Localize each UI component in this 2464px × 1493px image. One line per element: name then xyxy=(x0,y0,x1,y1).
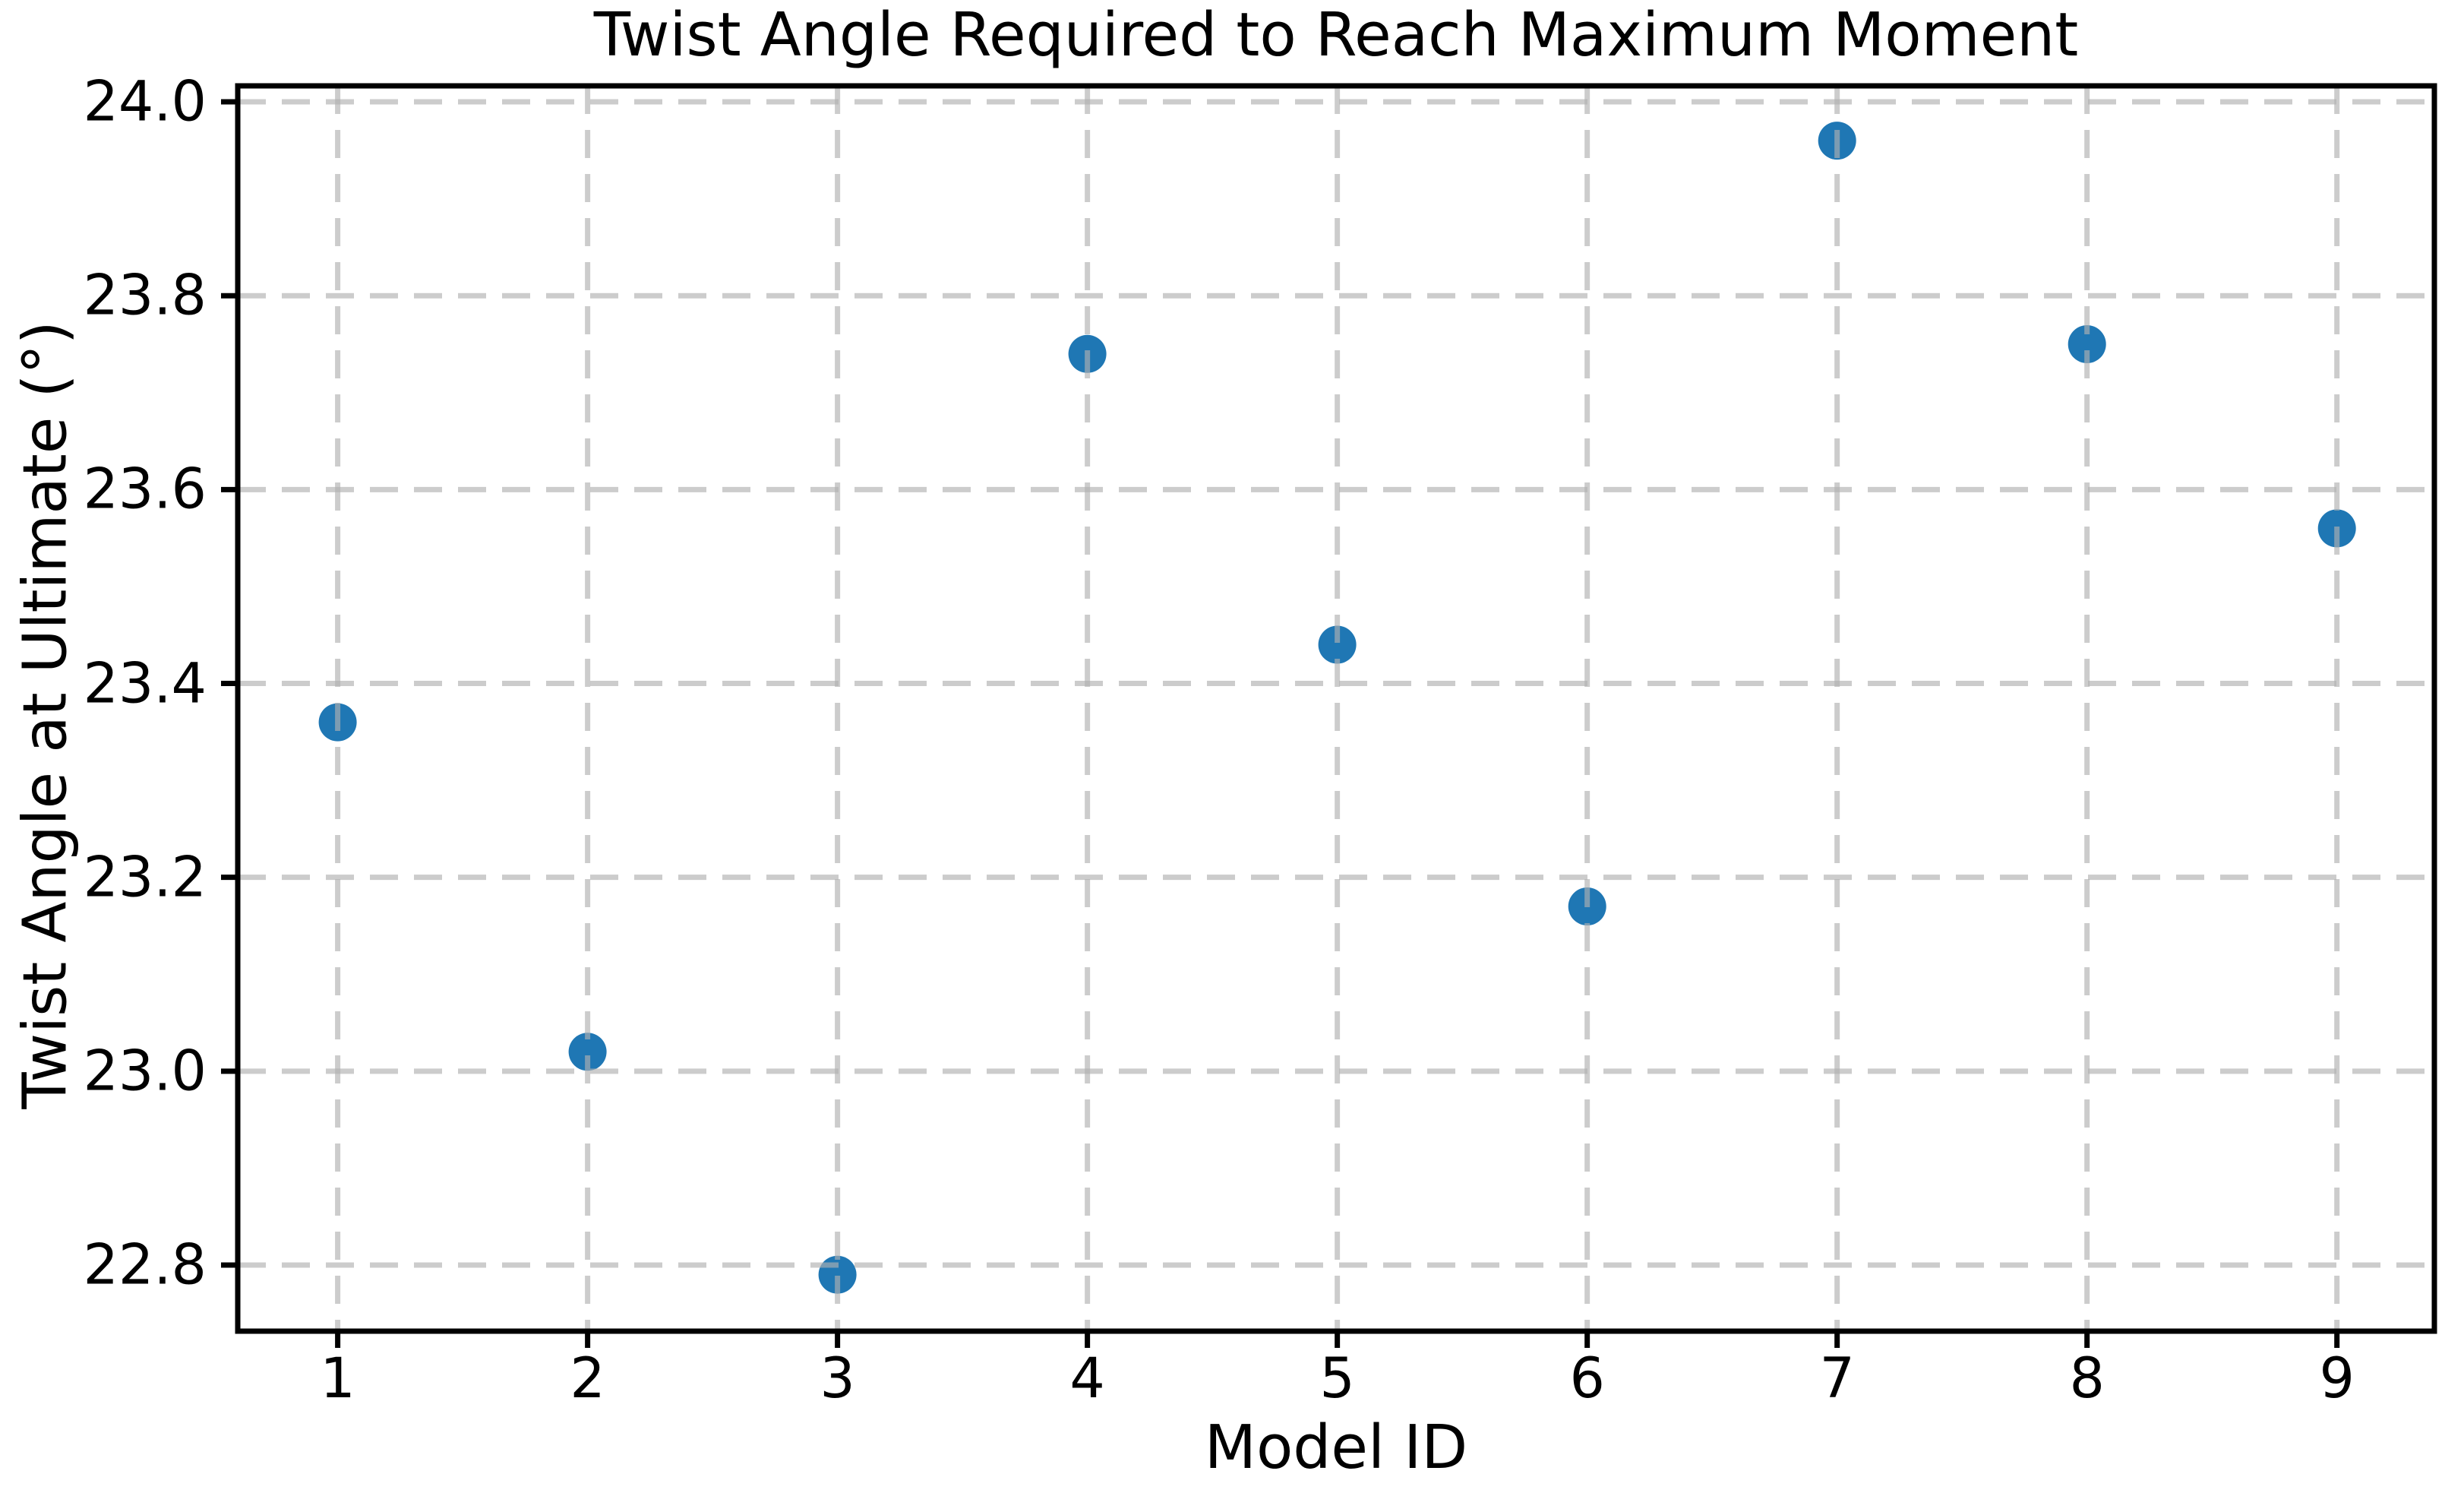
scatter-point xyxy=(2068,325,2106,363)
gridlines-layer xyxy=(238,86,2434,1331)
x-tick-label: 7 xyxy=(1819,1346,1855,1411)
y-tick-label: 23.0 xyxy=(83,1039,207,1104)
chart-title: Twist Angle Required to Reach Maximum Mo… xyxy=(593,0,2079,70)
tick-marks-layer xyxy=(221,99,2340,1348)
scatter-point xyxy=(568,1033,607,1071)
x-tick-label: 2 xyxy=(570,1346,605,1411)
x-tick-label: 3 xyxy=(820,1346,855,1411)
x-tick-label: 1 xyxy=(320,1346,355,1411)
x-tick-label: 6 xyxy=(1569,1346,1605,1411)
scatter-point xyxy=(1318,625,1357,664)
x-tick-label: 4 xyxy=(1069,1346,1105,1411)
x-tick-label: 8 xyxy=(2069,1346,2105,1411)
x-axis-label: Model ID xyxy=(1204,1412,1468,1482)
y-tick-label: 23.2 xyxy=(83,845,207,910)
y-tick-label: 23.8 xyxy=(83,263,207,328)
y-tick-label: 24.0 xyxy=(83,69,207,134)
x-tick-label: 9 xyxy=(2319,1346,2355,1411)
x-tick-label: 5 xyxy=(1319,1346,1355,1411)
y-tick-label: 23.4 xyxy=(83,651,207,716)
y-tick-label: 23.6 xyxy=(83,457,207,522)
y-axis-label: Twist Angle at Ultimate (°) xyxy=(10,321,81,1109)
y-tick-label: 22.8 xyxy=(83,1232,207,1298)
